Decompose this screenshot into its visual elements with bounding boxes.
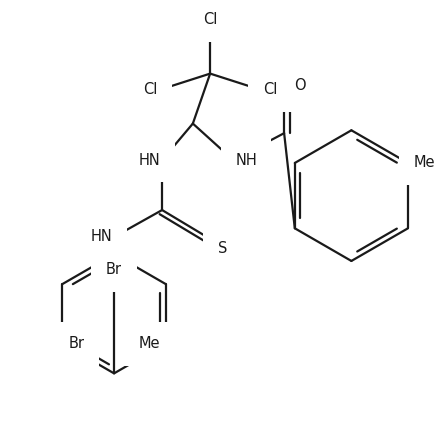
Text: HN: HN <box>90 230 112 244</box>
Text: O: O <box>294 78 305 93</box>
Text: Br: Br <box>68 336 84 351</box>
Text: Cl: Cl <box>263 82 277 97</box>
Text: Cl: Cl <box>143 82 157 97</box>
Text: NH: NH <box>235 153 257 168</box>
Text: Me: Me <box>138 336 160 351</box>
Text: Br: Br <box>106 262 122 277</box>
Text: Cl: Cl <box>203 13 217 27</box>
Text: Me: Me <box>414 155 435 170</box>
Text: HN: HN <box>139 153 160 168</box>
Text: S: S <box>218 241 227 256</box>
